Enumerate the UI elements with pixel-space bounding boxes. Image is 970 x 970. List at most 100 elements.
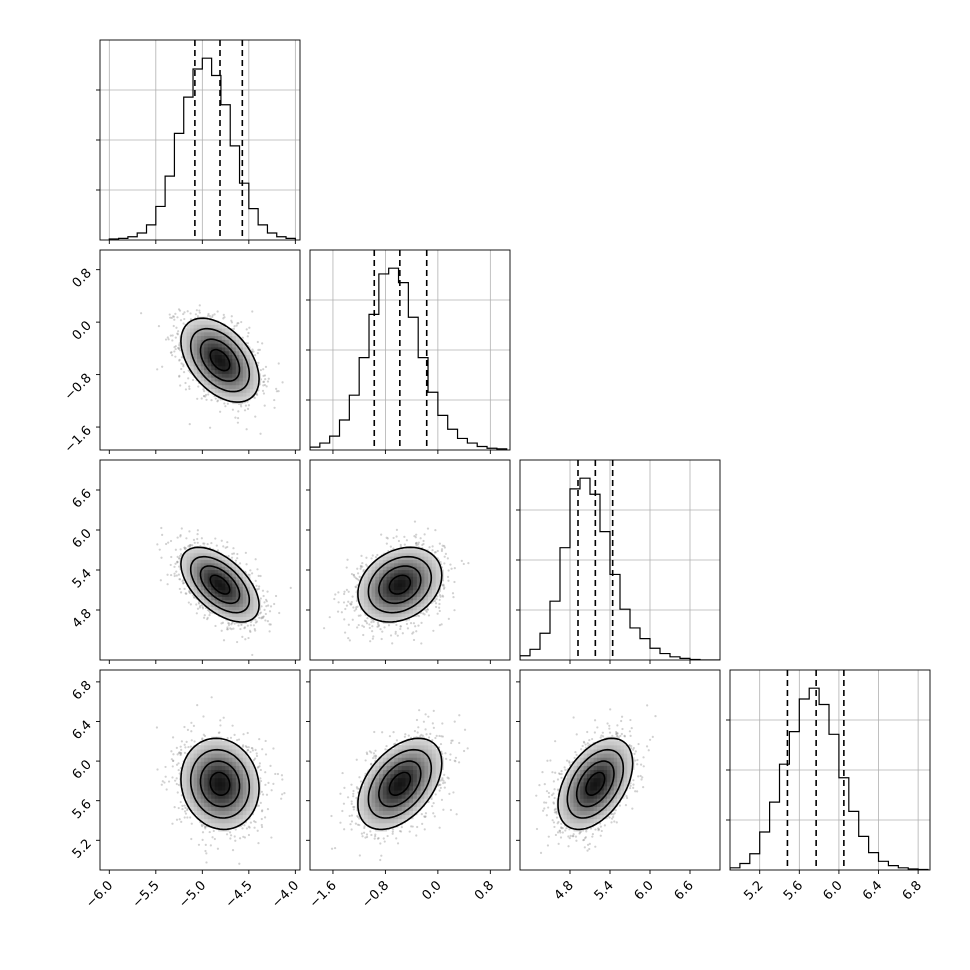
density-cell <box>249 362 254 367</box>
sample-point <box>269 623 272 626</box>
density-cell <box>221 373 226 378</box>
density-cell <box>214 354 219 359</box>
sample-point <box>194 313 198 316</box>
sample-point <box>431 545 434 548</box>
density-cell <box>221 556 226 560</box>
density-cell <box>204 599 209 604</box>
density-cell <box>193 331 198 337</box>
density-cell <box>253 388 258 393</box>
density-cell <box>190 549 195 554</box>
density-cell <box>186 331 191 337</box>
sample-point <box>178 578 182 581</box>
density-cell <box>225 603 230 608</box>
density-cell <box>218 335 223 340</box>
sample-point <box>453 567 456 570</box>
density-cell <box>214 603 219 608</box>
sample-point <box>420 621 423 624</box>
density-cell <box>246 586 251 591</box>
sample-point <box>423 613 426 616</box>
sample-point <box>230 628 233 631</box>
density-cell <box>228 335 233 340</box>
density-cell <box>186 569 191 574</box>
sample-point <box>246 342 250 345</box>
density-cell <box>211 599 216 604</box>
density-cell <box>249 593 254 597</box>
density-cell <box>183 354 188 359</box>
sample-point <box>198 311 201 314</box>
sample-point <box>261 589 265 592</box>
density-cell <box>246 354 251 359</box>
sample-point <box>258 348 261 351</box>
density-cell <box>211 559 216 564</box>
density-cell <box>214 576 219 581</box>
density-cell <box>197 569 202 574</box>
density-cell <box>225 599 230 604</box>
density-cell <box>218 609 223 614</box>
sample-point <box>172 315 176 318</box>
density-cell <box>232 343 237 348</box>
density-cell <box>214 362 219 367</box>
sample-point <box>183 546 186 549</box>
density-cell <box>235 354 240 359</box>
sample-point <box>252 624 256 627</box>
sample-point <box>261 615 265 618</box>
density-cell <box>204 380 209 386</box>
sample-point <box>261 389 265 392</box>
density-cell <box>193 335 198 340</box>
sample-point <box>204 393 208 397</box>
sample-point <box>259 611 263 614</box>
sample-point <box>208 611 212 614</box>
density-cell <box>228 362 233 367</box>
density-cell <box>214 324 219 329</box>
sample-point <box>186 310 189 313</box>
density-cell <box>239 358 244 363</box>
sample-point <box>251 653 254 657</box>
density-cell <box>218 569 223 574</box>
sample-point <box>262 380 266 383</box>
sample-point <box>219 398 222 401</box>
sample-point <box>208 315 212 318</box>
sample-point <box>411 632 414 635</box>
sample-point <box>165 542 168 546</box>
sample-point <box>278 611 281 615</box>
sample-point <box>347 637 350 640</box>
density-cell <box>249 586 254 591</box>
histogram-panel <box>310 250 510 450</box>
sample-point <box>236 421 240 424</box>
sample-point <box>255 620 259 623</box>
density-cell <box>207 562 212 567</box>
sample-point <box>226 628 229 631</box>
sample-point <box>206 616 209 619</box>
sample-point <box>198 606 202 609</box>
sample-point <box>391 642 394 645</box>
density-cell <box>246 599 251 604</box>
density-cell <box>253 377 258 382</box>
sample-point <box>224 405 227 408</box>
density-cell <box>193 579 198 584</box>
density-cell <box>232 613 237 618</box>
density-cell <box>214 339 219 344</box>
density-cell <box>197 582 202 587</box>
density-cell <box>211 343 216 348</box>
density-cell <box>211 586 216 591</box>
density-cell <box>246 616 251 621</box>
sample-point <box>169 334 172 337</box>
sample-point <box>251 348 254 351</box>
density-cell <box>246 369 251 374</box>
density-cell <box>186 579 191 584</box>
density-cell <box>214 350 219 355</box>
sample-point <box>244 551 247 554</box>
sample-point <box>229 627 232 630</box>
density-cell <box>197 343 202 348</box>
density-cell <box>197 559 202 564</box>
sample-point <box>237 624 240 627</box>
density-cell <box>253 373 258 378</box>
contour-line <box>209 348 231 372</box>
sample-point <box>269 605 273 608</box>
sample-point <box>467 562 470 565</box>
density-cell <box>221 572 226 577</box>
sample-point <box>257 574 260 577</box>
sample-point <box>232 627 235 630</box>
density-cell <box>204 582 209 587</box>
density-cell <box>200 576 205 581</box>
